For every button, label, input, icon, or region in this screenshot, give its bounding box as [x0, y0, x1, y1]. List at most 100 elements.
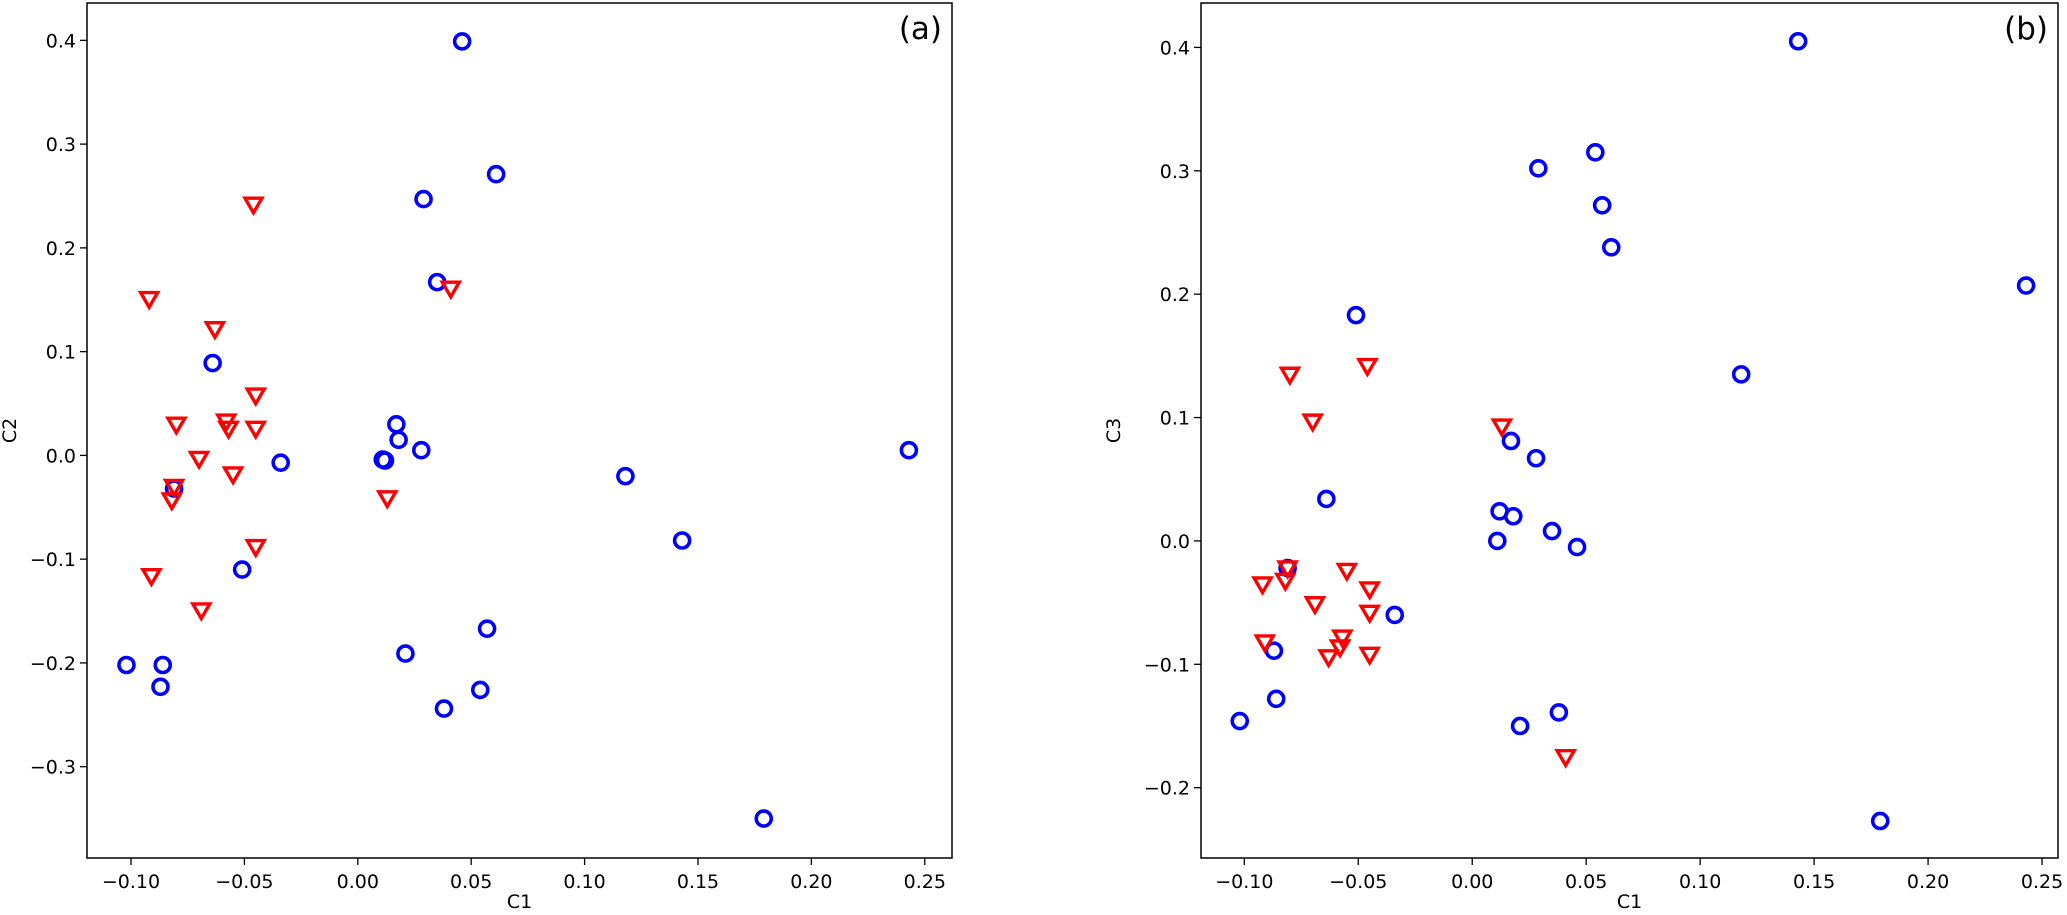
circle-point [1230, 711, 1250, 731]
triangle-point [1301, 413, 1325, 434]
triangle-point [187, 450, 211, 471]
x-tick-label: −0.05 [215, 871, 273, 893]
circle-point [1788, 31, 1808, 51]
triangle-point [1355, 357, 1379, 378]
x-axis-label: C1 [507, 891, 532, 913]
triangle-point [221, 466, 245, 486]
x-tick-label: 0.15 [1793, 871, 1835, 893]
circle-point [1592, 196, 1612, 215]
circle-point [434, 699, 454, 718]
circle-point [616, 466, 635, 486]
triangle-point [189, 602, 213, 622]
circle-point [375, 451, 395, 470]
y-tick-label: −0.3 [30, 757, 76, 779]
triangle-point [244, 420, 268, 441]
y-tick-label: 0.1 [46, 342, 76, 364]
triangle-point [160, 492, 184, 512]
x-tick-label: 0.10 [563, 871, 605, 893]
triangle-point [1273, 572, 1297, 593]
circle-point [1567, 537, 1587, 557]
circle-point [232, 560, 252, 579]
y-axis-label: C3 [1103, 418, 1125, 443]
circle-point [1317, 489, 1336, 509]
x-tick-label: 0.25 [904, 871, 946, 893]
axes-frame [86, 2, 953, 859]
circle-point [1526, 448, 1546, 468]
circle-point [117, 655, 136, 675]
y-tick-label: −0.2 [30, 653, 76, 675]
circle-point [1266, 689, 1286, 709]
circle-point [1510, 716, 1530, 736]
x-tick-label: 0.05 [450, 871, 492, 893]
y-axis-label: C2 [0, 418, 21, 443]
y-tick-label: 0.4 [46, 30, 76, 52]
triangle-point [203, 320, 227, 341]
y-tick-label: 0.0 [46, 445, 76, 467]
circle-point [672, 531, 692, 550]
y-tick-label: 0.4 [1160, 37, 1190, 59]
circle-point [414, 189, 433, 209]
x-tick-label: 0.00 [1451, 871, 1493, 893]
x-tick-label: −0.05 [1329, 871, 1387, 893]
triangle-point [244, 538, 268, 559]
panel-label: (a) [899, 11, 942, 47]
circle-point [1542, 521, 1562, 541]
circle-point [1731, 365, 1751, 384]
scatter-panel-a: −0.10 −0.05 0.00 0.05 0.10 0.15 0.20 0.25 −0.3 −0… [0, 2, 953, 913]
circle-point [153, 655, 173, 675]
y-tick-label: 0.2 [46, 238, 76, 260]
circle-point [203, 353, 222, 373]
circle-point [1601, 237, 1621, 257]
triangle-point [242, 196, 265, 217]
triangle-point [139, 567, 163, 588]
y-tick-label: −0.2 [1144, 778, 1190, 800]
scatter-panel-b: −0.10 −0.05 0.00 0.05 0.10 0.15 0.20 0.25 −0.2 −0… [1103, 2, 2063, 913]
x-tick-label: −0.10 [102, 871, 160, 893]
x-tick-label: 0.10 [1679, 871, 1721, 893]
x-tick-label: −0.10 [1215, 871, 1273, 893]
x-tick-label: 0.20 [1907, 871, 1949, 893]
triangle-point [1358, 646, 1382, 667]
triangle-point [439, 280, 463, 301]
triangle-point [217, 420, 240, 441]
circle-point [1501, 431, 1521, 451]
circle-point [1529, 159, 1548, 178]
y-tick-label: 0.3 [1160, 161, 1190, 183]
triangle-point [375, 490, 399, 510]
triangle-point [1303, 596, 1327, 616]
circle-point [1870, 811, 1890, 831]
y-tick-label: 0.0 [1160, 531, 1190, 553]
circle-point [411, 440, 431, 460]
x-tick-label: 0.05 [1565, 871, 1607, 893]
circle-point [1586, 142, 1605, 162]
y-tick-label: −0.1 [30, 549, 76, 571]
triangle-point [1330, 629, 1354, 650]
x-tick-label: 0.25 [2021, 871, 2063, 893]
triangle-point [244, 387, 268, 408]
triangle-point [164, 416, 188, 437]
circle-point [1385, 605, 1405, 625]
triangle-point [137, 290, 161, 311]
circle-point [2016, 276, 2036, 295]
circle-point [151, 677, 170, 697]
triangle-point [1278, 366, 1302, 387]
triangle-point [1251, 576, 1274, 596]
circle-point [387, 414, 406, 434]
triangle-point [1554, 749, 1578, 769]
y-tick-label: 0.2 [1160, 284, 1190, 306]
circle-point [1490, 502, 1509, 521]
circle-point [754, 809, 774, 828]
y-tick-label: 0.3 [46, 134, 76, 156]
circle-point [271, 453, 290, 472]
circle-point [486, 164, 506, 184]
circle-point [1549, 703, 1569, 722]
x-axis-label: C1 [1617, 891, 1642, 913]
x-tick-label: 0.15 [677, 871, 719, 893]
triangle-point [1358, 604, 1382, 625]
x-tick-label: 0.00 [337, 871, 379, 893]
y-tick-label: −0.1 [1144, 654, 1190, 676]
triangle-point [1358, 581, 1382, 601]
circle-point [899, 440, 919, 460]
panel-label: (b) [2004, 11, 2048, 47]
